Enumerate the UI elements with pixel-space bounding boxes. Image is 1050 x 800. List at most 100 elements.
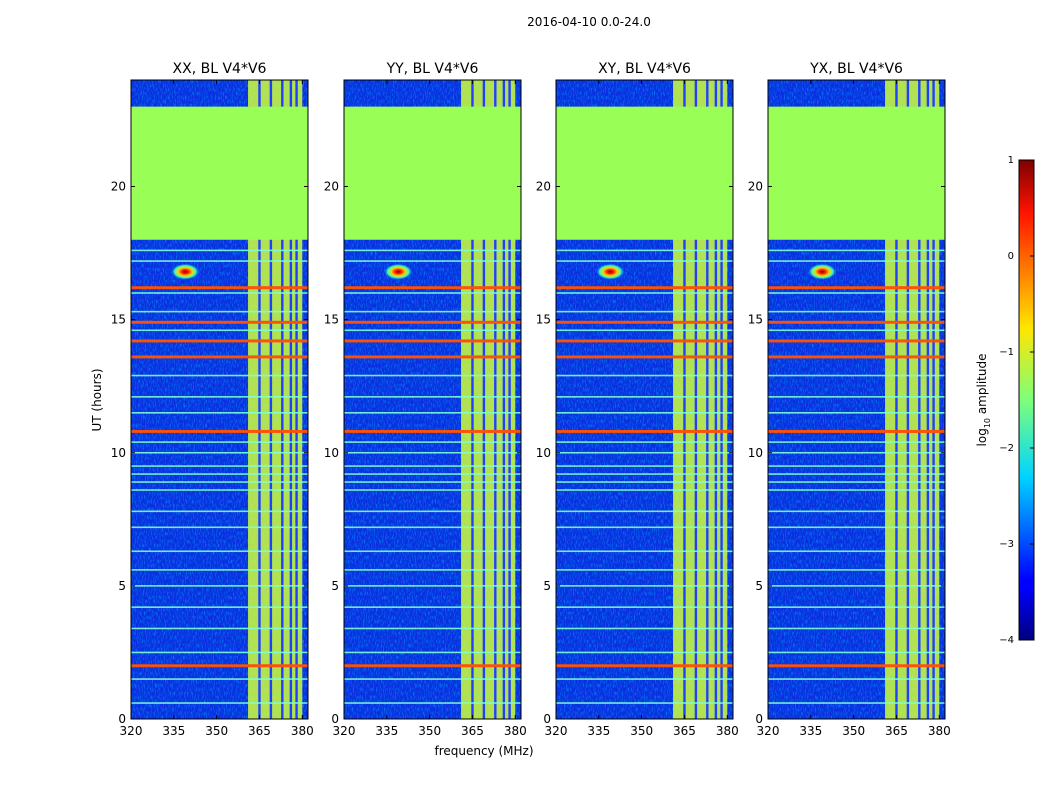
rfi-time-line (556, 374, 733, 377)
rfi-time-line (344, 473, 521, 475)
colorbar-ticks: 1 0 −1 −2 −3 −4 (999, 155, 1034, 646)
rfi-strong-line (768, 286, 945, 290)
rfi-channel-line (706, 80, 709, 719)
panel-2: XY, BL V4*V6 320 335 350 365 380 0 5 10 15 20 (536, 61, 739, 738)
rfi-time-line (556, 569, 733, 571)
transient-blip (384, 263, 413, 280)
rfi-time-line (344, 310, 521, 313)
rfi-channel-line (258, 80, 261, 719)
rfi-channel-line (694, 80, 698, 719)
transient-blip (808, 263, 837, 280)
rfi-time-line (768, 260, 945, 262)
rfi-strong-line (556, 355, 733, 359)
rfi-time-line (344, 292, 521, 294)
panel-3: YX, BL V4*V6 320 335 350 365 380 0 5 10 15 20 (748, 61, 951, 738)
y-tick-label: 15 (536, 313, 551, 327)
rfi-time-line (131, 550, 308, 553)
rfi-strong-line (768, 320, 945, 324)
rfi-time-line (768, 651, 945, 654)
panel-frame (130, 79, 309, 720)
panel-title: XY, BL V4*V6 (598, 61, 691, 77)
rfi-time-line (131, 651, 308, 654)
colorbar-gradient (1018, 159, 1035, 641)
colorbar-tick-label: 0 (1008, 251, 1014, 262)
x-tick-label: 320 (757, 724, 780, 738)
rfi-time-line (768, 374, 945, 377)
rfi-time-line (344, 606, 521, 608)
flagged-region (131, 106, 308, 240)
rfi-time-line (556, 489, 733, 491)
y-tick-label: 5 (331, 579, 339, 593)
rfi-strong-line (556, 339, 733, 343)
rfi-time-line (131, 606, 308, 608)
rfi-time-line (131, 451, 308, 454)
rfi-channel-line (895, 80, 898, 719)
y-tick-label: 15 (111, 313, 126, 327)
colorbar-label-prefix: log (975, 428, 989, 446)
rfi-time-line (556, 441, 733, 443)
rfi-time-line (344, 412, 521, 414)
rfi-channel-line (926, 80, 930, 719)
x-tick-label: 320 (333, 724, 356, 738)
flagged-region (556, 106, 733, 240)
colorbar-label-sub: 10 (983, 418, 992, 428)
rfi-time-line (556, 702, 733, 704)
rfi-channel-line (281, 80, 284, 719)
rfi-strong-line (768, 429, 945, 433)
x-tick-label: 335 (162, 724, 185, 738)
rfi-time-line (344, 510, 521, 513)
rfi-channel-line (295, 80, 298, 719)
rfi-strong-line (131, 429, 308, 433)
rfi-channel-line (932, 80, 935, 719)
rfi-time-line (556, 329, 733, 332)
rfi-time-line (768, 292, 945, 294)
rfi-strong-line (556, 664, 733, 668)
figure-suptitle: 2016-04-10 0.0-24.0 (527, 15, 651, 29)
colorbar-tick-label: 1 (1008, 155, 1014, 166)
x-axis-label: frequency (MHz) (434, 744, 533, 758)
rfi-time-line (768, 473, 945, 475)
rfi-time-line (768, 627, 945, 630)
y-tick-label: 15 (748, 313, 763, 327)
rfi-strong-line (768, 355, 945, 359)
rfi-time-line (768, 412, 945, 414)
rfi-time-line (344, 249, 521, 252)
transient-blip (596, 263, 625, 280)
panel-frame (767, 79, 946, 720)
colorbar-tick-label: −4 (999, 635, 1014, 646)
rfi-time-line (768, 451, 945, 454)
y-tick-label: 0 (118, 712, 126, 726)
y-tick-label: 5 (118, 579, 126, 593)
colorbar-tick-label: −2 (999, 443, 1014, 454)
rfi-time-line (344, 569, 521, 571)
rfi-time-line (768, 441, 945, 443)
rfi-strong-line (131, 664, 308, 668)
panel-title: YX, BL V4*V6 (809, 61, 903, 77)
rfi-time-line (556, 550, 733, 553)
rfi-time-line (556, 678, 733, 680)
rfi-time-line (768, 396, 945, 398)
rfi-channel-line (720, 80, 723, 719)
rfi-time-line (131, 310, 308, 313)
y-tick-label: 10 (536, 446, 551, 460)
rfi-time-line (131, 510, 308, 513)
colorbar-tick-label: −1 (999, 347, 1014, 358)
x-tick-label: 335 (799, 724, 822, 738)
x-tick-label: 365 (885, 724, 908, 738)
rfi-time-line (768, 606, 945, 608)
rfi-channel-line (714, 80, 718, 719)
panel-1: YY, BL V4*V6 320 335 350 365 380 0 5 10 15 20 (324, 61, 527, 738)
x-tick-label: 320 (120, 724, 143, 738)
rfi-time-line (344, 678, 521, 680)
y-tick-label: 5 (543, 579, 551, 593)
rfi-time-line (768, 678, 945, 680)
y-tick-label: 0 (755, 712, 763, 726)
rfi-channel-line (906, 80, 910, 719)
rfi-time-line (556, 473, 733, 475)
rfi-time-line (768, 702, 945, 704)
rfi-time-line (131, 678, 308, 680)
x-tick-label: 335 (587, 724, 610, 738)
rfi-time-line (344, 550, 521, 553)
rfi-time-line (344, 651, 521, 654)
rfi-time-line (556, 249, 733, 252)
